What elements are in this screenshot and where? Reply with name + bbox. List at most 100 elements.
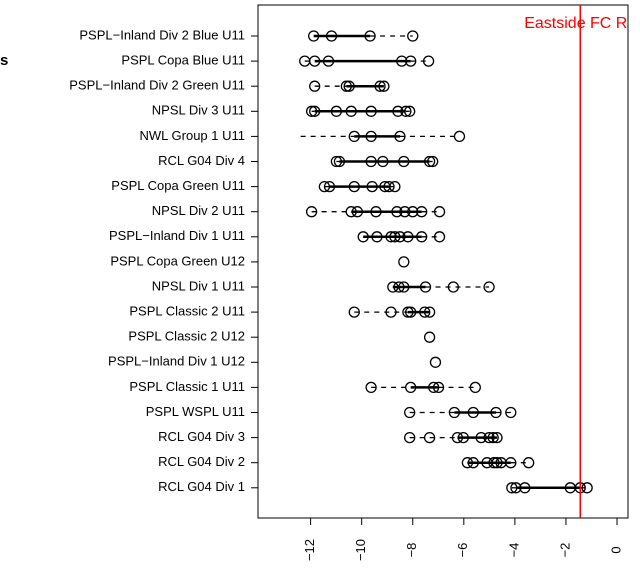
point — [505, 406, 517, 419]
point — [423, 331, 436, 343]
point — [378, 80, 390, 92]
point — [423, 431, 436, 444]
point — [383, 180, 395, 193]
point — [377, 155, 389, 168]
point — [371, 231, 383, 243]
point — [305, 105, 318, 117]
point — [345, 206, 357, 218]
point — [487, 431, 499, 444]
x-tick-label: −6 — [455, 543, 470, 558]
y-tick-label: PSPL Classic 1 U11 — [129, 379, 245, 394]
point — [423, 306, 436, 318]
y-tick-label: NWL Group 1 U11 — [140, 128, 246, 143]
point — [416, 231, 428, 243]
point — [348, 180, 360, 193]
point — [447, 281, 459, 293]
point — [491, 457, 503, 469]
y-tick-label: PSPL WSPL U11 — [146, 404, 245, 419]
point — [309, 55, 321, 67]
point — [400, 105, 412, 117]
point — [325, 30, 338, 42]
point — [394, 130, 406, 143]
point — [404, 406, 416, 419]
point — [581, 482, 593, 494]
y-tick-label: PSPL−Inland Div 1 U11 — [109, 228, 245, 243]
point — [398, 281, 410, 293]
point — [385, 306, 397, 318]
point — [419, 306, 431, 318]
point — [490, 406, 502, 419]
point — [428, 381, 440, 394]
point — [398, 256, 410, 268]
point — [392, 105, 404, 117]
reference-label: Eastside FC Re — [524, 15, 636, 32]
point — [416, 206, 428, 218]
point — [419, 281, 432, 293]
point — [467, 457, 479, 469]
point — [407, 206, 419, 218]
point — [357, 231, 369, 243]
y-tick-label: PSPL Copa Green U11 — [111, 178, 245, 193]
y-tick-label: PSPL Classic 2 U11 — [129, 304, 245, 319]
x-tick-label: −2 — [557, 543, 572, 558]
point — [370, 206, 382, 218]
point — [467, 406, 479, 419]
point — [396, 55, 408, 67]
y-tick-label: NPSL Div 2 U11 — [152, 203, 245, 218]
point — [391, 206, 403, 218]
point — [405, 381, 417, 394]
plot-area: Eastside FC Re — [299, 5, 636, 518]
point — [427, 155, 439, 168]
point — [483, 281, 495, 293]
y-tick-label: PSPL Copa Blue U11 — [121, 53, 245, 68]
point — [348, 306, 360, 318]
point — [433, 231, 446, 243]
point — [389, 231, 401, 243]
point — [343, 80, 355, 92]
point — [404, 431, 416, 444]
point — [364, 30, 376, 42]
point — [305, 206, 318, 218]
point — [429, 356, 442, 368]
point — [393, 281, 405, 293]
point — [330, 155, 343, 168]
point — [483, 431, 495, 444]
point — [451, 431, 464, 444]
x-tick-label: 0 — [608, 546, 623, 553]
point — [322, 55, 335, 67]
y-tick-label: RCL G04 Div 4 — [158, 153, 245, 168]
point — [457, 431, 469, 444]
point — [469, 381, 481, 394]
point — [488, 457, 500, 469]
point — [432, 381, 445, 394]
point — [366, 180, 378, 193]
point — [404, 105, 416, 117]
y-tick-label: PSPL Copa Green U12 — [110, 253, 245, 268]
point — [323, 180, 336, 193]
point — [308, 30, 320, 42]
point — [402, 231, 414, 243]
point — [510, 482, 522, 494]
point — [365, 105, 377, 117]
point — [423, 155, 436, 168]
point — [453, 130, 466, 143]
y-tick-label: PSPL−Inland Div 1 U12 — [108, 354, 245, 369]
x-tick-label: −8 — [404, 543, 419, 558]
point — [523, 457, 535, 469]
point — [505, 457, 517, 469]
y-tick-label: PSPL−Inland Div 2 Blue U11 — [79, 27, 245, 42]
point — [340, 80, 353, 92]
point — [333, 155, 346, 168]
point — [422, 55, 435, 67]
point — [387, 281, 399, 293]
point — [399, 206, 411, 218]
point — [365, 130, 377, 143]
point — [309, 105, 321, 117]
point — [348, 130, 360, 143]
y-tick-label: NPSL Div 1 U11 — [152, 278, 245, 293]
point — [318, 180, 331, 193]
point — [491, 431, 503, 444]
y-tick-label: NPSL Div 3 U11 — [152, 103, 245, 118]
point — [402, 306, 414, 318]
